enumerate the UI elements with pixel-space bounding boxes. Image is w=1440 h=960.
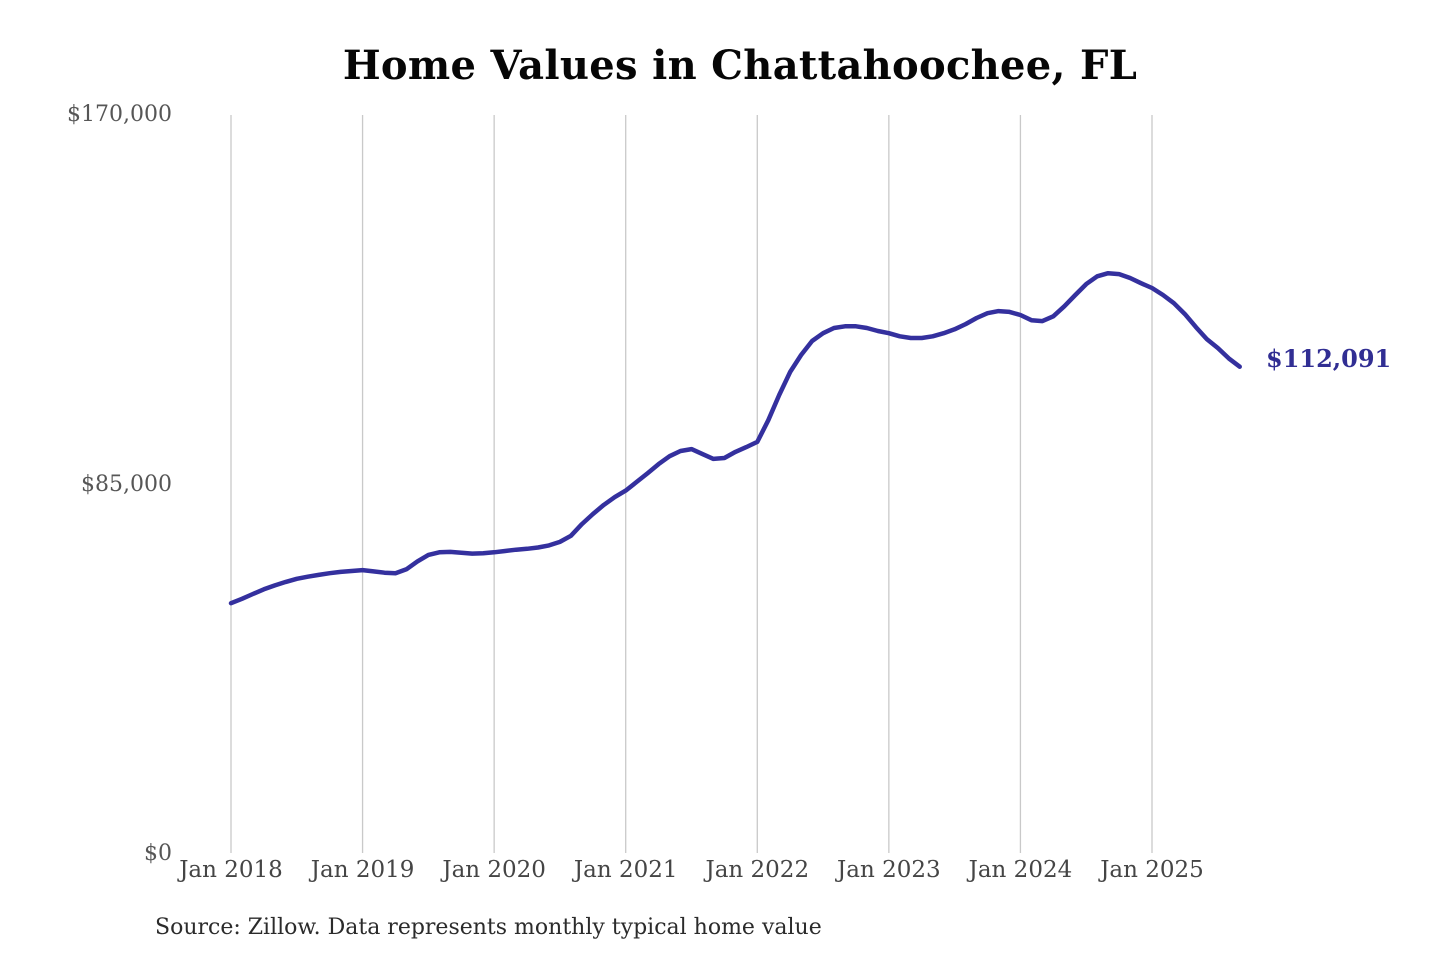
- current-value-label: $112,091: [1266, 344, 1392, 373]
- source-note: Source: Zillow. Data represents monthly …: [155, 915, 822, 940]
- x-axis-tick-label: Jan 2024: [968, 857, 1073, 883]
- x-axis-tick-label: Jan 2022: [705, 857, 810, 883]
- x-axis-tick-label: Jan 2021: [573, 857, 678, 883]
- y-axis-tick-label: $85,000: [81, 471, 172, 497]
- y-axis-tick-label: $0: [144, 841, 172, 866]
- x-axis-tick-label: Jan 2019: [310, 857, 415, 883]
- y-axis-tick-label: $170,000: [67, 102, 172, 127]
- home-value-line: [228, 270, 1242, 606]
- x-axis-tick-label: Jan 2023: [837, 857, 941, 883]
- chart-title: Home Values in Chattahoochee, FL: [342, 42, 1138, 89]
- x-axis-tick-label: Jan 2018: [179, 857, 283, 883]
- x-axis-tick-label: Jan 2020: [442, 857, 546, 883]
- x-axis-tick-label: Jan 2025: [1100, 857, 1204, 883]
- gridlines: [230, 115, 1153, 853]
